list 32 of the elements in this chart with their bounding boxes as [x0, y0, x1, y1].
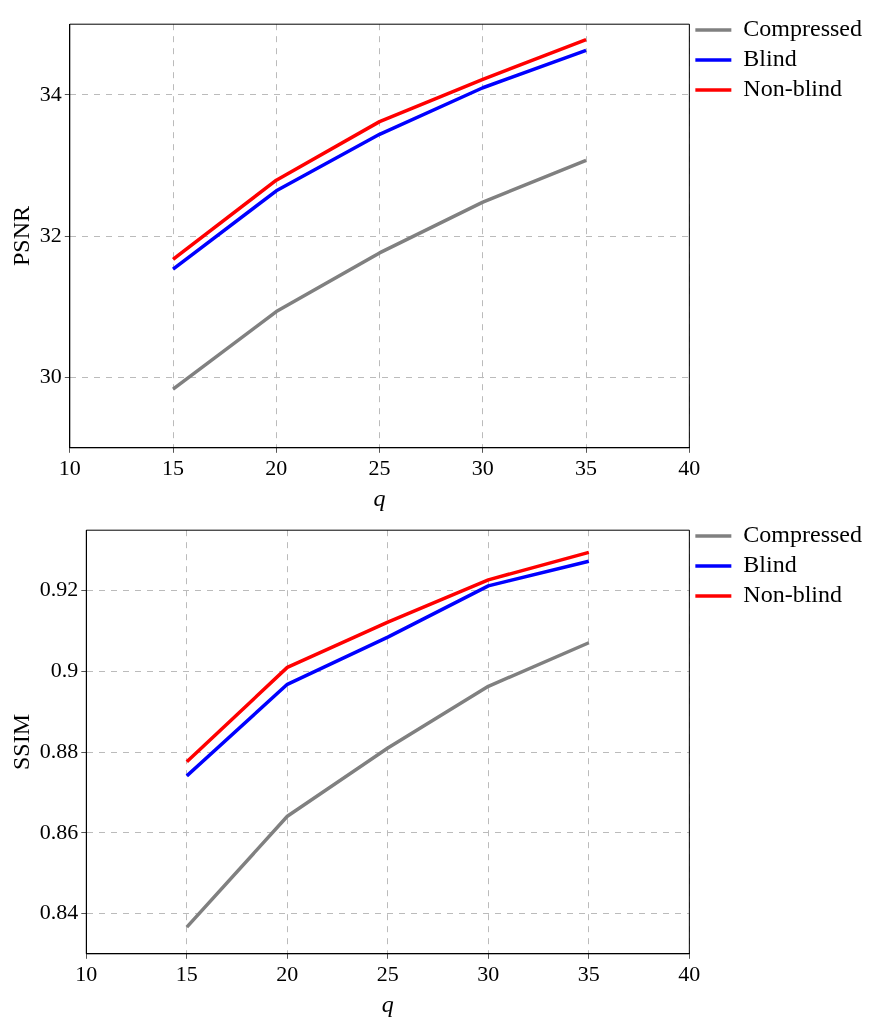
x-tick-label: 20 — [276, 960, 299, 986]
x-tick-label: 30 — [477, 960, 500, 986]
x-axis-title: q — [373, 484, 386, 511]
y-tick-label: 34 — [39, 80, 62, 106]
y-tick-label: 0.84 — [39, 899, 79, 925]
y-axis-title: SSIM — [7, 713, 34, 771]
y-tick-label: 0.92 — [39, 576, 79, 602]
x-tick-label: 10 — [58, 454, 81, 480]
x-tick-label: 30 — [471, 454, 494, 480]
x-tick-label: 15 — [162, 454, 185, 480]
legend-label: Blind — [743, 45, 797, 72]
x-tick-label: 35 — [575, 454, 598, 480]
legend-label: Compressed — [743, 15, 862, 42]
x-tick-label: 40 — [678, 960, 701, 986]
y-tick-label: 0.88 — [39, 737, 79, 763]
y-tick-label: 0.86 — [39, 818, 79, 844]
x-tick-label: 35 — [577, 960, 600, 986]
x-tick-label: 25 — [376, 960, 399, 986]
y-tick-label: 30 — [39, 362, 62, 388]
y-tick-label: 0.9 — [50, 657, 79, 683]
x-tick-label: 25 — [368, 454, 391, 480]
x-tick-label: 10 — [75, 960, 98, 986]
y-axis-title: PSNR — [7, 205, 34, 267]
x-tick-label: 40 — [678, 454, 701, 480]
x-tick-label: 20 — [265, 454, 288, 480]
legend-label: Non-blind — [743, 75, 843, 102]
x-tick-label: 15 — [175, 960, 198, 986]
legend-label: Non-blind — [743, 581, 843, 608]
legend-label: Blind — [743, 551, 797, 578]
x-axis-title: q — [381, 990, 394, 1017]
legend-label: Compressed — [743, 521, 862, 548]
y-tick-label: 32 — [39, 221, 62, 247]
